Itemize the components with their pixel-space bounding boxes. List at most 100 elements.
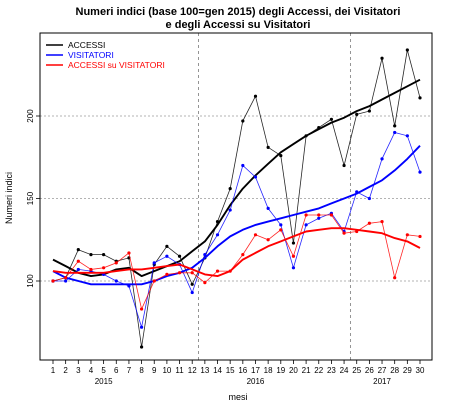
series-point-accessi-su-visitatori-5 — [102, 266, 106, 270]
series-point-visitatori-13 — [203, 253, 207, 257]
series-point-accessi-23 — [329, 117, 334, 121]
x-tick-label-27: 27 — [378, 366, 387, 375]
x-tick-label-28: 28 — [390, 366, 399, 375]
series-line-visitatori — [53, 132, 421, 328]
series-point-visitatori-22 — [317, 216, 321, 220]
x-axis-label: mesi — [228, 392, 247, 402]
series-point-visitatori-16 — [241, 163, 245, 168]
x-tick-label-13: 13 — [200, 366, 209, 375]
legend-label-accessi: ACCESSI — [68, 40, 105, 50]
series-point-visitatori-27 — [380, 157, 384, 161]
series-point-accessi-18 — [266, 145, 270, 149]
series-point-accessi-su-visitatori-7 — [127, 251, 131, 255]
year-label-2016: 2016 — [247, 377, 265, 386]
series-point-visitatori-14 — [215, 233, 220, 237]
series-point-accessi-su-visitatori-26 — [367, 221, 371, 225]
series-point-accessi-su-visitatori-19 — [279, 228, 283, 232]
series-point-accessi-8 — [139, 345, 144, 349]
x-tick-label-2: 2 — [63, 366, 68, 375]
series-point-accessi-15 — [228, 187, 232, 191]
series-point-visitatori-12 — [190, 290, 194, 295]
y-tick-label-200: 200 — [26, 109, 35, 123]
series-point-accessi-16 — [241, 119, 245, 123]
series-trend-accessi — [52, 78, 421, 278]
x-tick-label-11: 11 — [175, 366, 184, 375]
series-line-accessi-su-visitatori — [52, 214, 421, 311]
chart-title-line-1: Numeri indici (base 100=gen 2015) degli … — [76, 6, 401, 18]
series-point-visitatori-8 — [139, 325, 144, 329]
y-axis-label: Numeri indici — [4, 172, 14, 224]
series-point-accessi-su-visitatori-2 — [64, 276, 68, 280]
series-point-accessi-su-visitatori-28 — [393, 276, 397, 280]
series-point-visitatori-20 — [291, 266, 296, 270]
y-tick-label-100: 100 — [26, 274, 35, 288]
series-point-visitatori-26 — [367, 196, 371, 201]
series-point-visitatori-21 — [304, 223, 308, 227]
x-tick-label-19: 19 — [276, 366, 285, 375]
series-point-accessi-10 — [165, 244, 169, 248]
x-tick-label-8: 8 — [139, 366, 144, 375]
x-tick-label-5: 5 — [101, 366, 106, 375]
x-tick-label-20: 20 — [289, 366, 298, 375]
series-point-accessi-29 — [405, 48, 409, 52]
legend-label-visitatori: VISITATORI — [68, 50, 114, 60]
x-tick-label-7: 7 — [127, 366, 132, 375]
x-tick-label-22: 22 — [314, 366, 323, 375]
x-tick-label-26: 26 — [365, 366, 374, 375]
series-point-accessi-su-visitatori-8 — [139, 307, 144, 311]
x-tick-label-17: 17 — [251, 366, 260, 375]
series-point-visitatori-9 — [152, 261, 156, 265]
series-point-visitatori-29 — [405, 134, 409, 138]
legend-label-accessi-su-visitatori: ACCESSI su VISITATORI — [68, 60, 165, 70]
plot-area: 1 2 3 4 5 6 7 8 9 10 11 12 13 14 15 16 17 18 19 20 21 22 23 24 2… — [26, 32, 433, 386]
x-tick-label-16: 16 — [238, 366, 247, 375]
series-point-accessi-17 — [253, 94, 258, 98]
series-point-accessi-su-visitatori-20 — [291, 254, 296, 258]
chart-title-line-2: e degli Accessi su Visitatori — [166, 19, 311, 31]
x-tick-label-1: 1 — [51, 366, 56, 375]
x-tick-label-14: 14 — [213, 366, 222, 375]
series-point-accessi-24 — [342, 163, 346, 168]
series-point-accessi-4 — [89, 253, 93, 257]
series-point-accessi-su-visitatori-24 — [342, 231, 346, 235]
x-tick-label-18: 18 — [264, 366, 273, 375]
x-tick-label-23: 23 — [327, 366, 336, 375]
series-point-accessi-su-visitatori-27 — [380, 220, 384, 224]
series-point-accessi-su-visitatori-11 — [177, 271, 182, 275]
x-tick-label-6: 6 — [114, 366, 119, 375]
x-tick-label-12: 12 — [188, 366, 197, 375]
series-point-accessi-su-visitatori-6 — [114, 261, 118, 265]
plot-frame — [39, 32, 433, 361]
x-tick-label-24: 24 — [340, 366, 349, 375]
series-point-accessi-su-visitatori-4 — [89, 267, 93, 272]
series-point-accessi-su-visitatori-3 — [76, 259, 80, 263]
x-tick-label-9: 9 — [152, 366, 157, 375]
x-tick-label-3: 3 — [76, 366, 81, 375]
series-point-accessi-su-visitatori-14 — [215, 269, 220, 273]
y-tick-label-150: 150 — [26, 191, 35, 205]
series-point-accessi-su-visitatori-13 — [203, 281, 207, 285]
series-point-accessi-3 — [76, 248, 80, 252]
series-point-accessi-25 — [355, 112, 359, 116]
series-point-accessi-19 — [279, 154, 283, 158]
series-point-visitatori-18 — [266, 206, 270, 210]
series-point-visitatori-17 — [253, 175, 258, 179]
series-point-visitatori-6 — [114, 279, 118, 283]
series-point-accessi-su-visitatori-30 — [418, 234, 422, 239]
series-point-visitatori-15 — [228, 208, 232, 212]
series-point-accessi-28 — [393, 124, 397, 128]
series-point-accessi-20 — [291, 241, 296, 245]
series-point-accessi-su-visitatori-18 — [266, 238, 270, 242]
series-point-visitatori-28 — [393, 130, 397, 135]
series-line-accessi — [52, 49, 421, 348]
series-point-accessi-su-visitatori-12 — [190, 271, 194, 275]
x-tick-label-25: 25 — [352, 366, 361, 375]
x-tick-label-30: 30 — [416, 366, 425, 375]
series-trend-visitatori — [52, 145, 421, 286]
series-point-accessi-su-visitatori-21 — [304, 213, 308, 217]
x-tick-label-10: 10 — [162, 366, 171, 375]
year-label-2015: 2015 — [95, 377, 113, 386]
series-point-visitatori-30 — [418, 170, 422, 174]
x-tick-label-4: 4 — [89, 366, 94, 375]
